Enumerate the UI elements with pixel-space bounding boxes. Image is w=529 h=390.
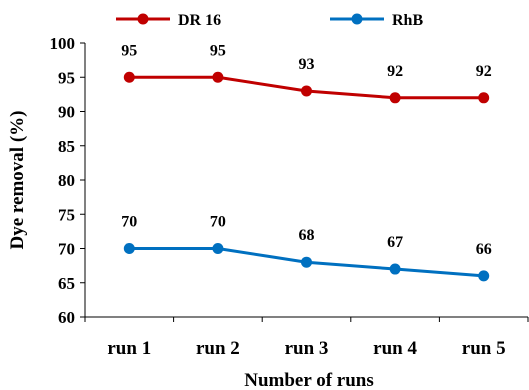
data-label: 93 [299,56,315,73]
data-point [478,92,490,104]
x-tick-label: run 2 [196,338,240,359]
data-point [478,270,490,282]
y-tick-label: 100 [50,34,76,53]
x-tick-label: run 1 [107,338,151,359]
y-tick-label: 90 [58,103,75,122]
data-label: 95 [210,42,226,59]
legend-marker [137,13,149,25]
data-point [389,263,401,275]
y-axis-title: Dye removal (%) [7,111,28,250]
y-tick-label: 75 [58,205,75,224]
legend-marker [351,13,363,25]
axes: 60 65 70 75 80 85 90 95 100 run 1 run 2 run 3 run 4 r… [50,34,529,359]
data-point [123,71,135,83]
y-tick-label: 60 [58,308,75,327]
data-point [389,92,401,104]
data-point [123,243,135,254]
y-tick-label: 95 [58,68,75,87]
data-label: 66 [476,241,492,258]
y-tick-label: 70 [58,240,75,259]
y-tick-label: 65 [58,274,75,293]
data-point [212,243,224,254]
y-tick-label: 85 [58,137,75,156]
data-point [301,85,312,97]
data-label: 92 [476,63,492,80]
series-layer [123,71,490,282]
legend: DR 16 RhB [116,12,423,29]
data-label: 70 [210,214,226,231]
x-tick-label: run 3 [285,338,329,359]
data-labels: 95 95 93 92 92 70 70 68 67 66 [121,42,491,258]
data-label: 67 [387,234,403,251]
data-label: 95 [121,42,137,59]
x-tick-label: run 5 [462,338,506,359]
data-label: 70 [121,214,137,231]
x-axis-title: Number of runs [244,370,374,390]
data-point [212,71,224,83]
legend-label: RhB [392,12,423,29]
y-tick-label: 80 [58,171,75,190]
data-label: 68 [299,227,315,244]
data-point [301,256,312,268]
data-label: 92 [387,63,403,80]
x-tick-label: run 4 [373,338,417,359]
legend-label: DR 16 [178,12,221,29]
